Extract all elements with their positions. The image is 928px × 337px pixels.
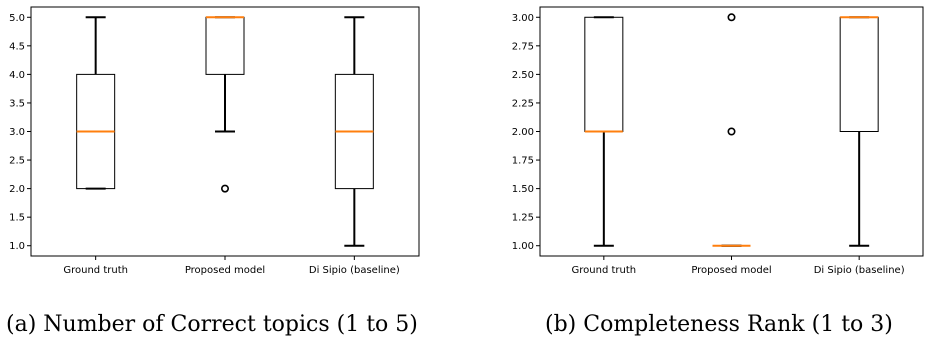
y-tick-label: 2.25 xyxy=(512,98,534,109)
y-tick-label: 1.25 xyxy=(512,213,534,224)
x-tick-label: Di Sipio (baseline) xyxy=(814,265,905,276)
x-tick-label: Ground truth xyxy=(572,265,637,276)
y-tick-label: 4.0 xyxy=(9,70,25,81)
outlier-point xyxy=(727,13,736,22)
y-tick-label: 1.75 xyxy=(512,156,534,167)
iqr-box xyxy=(584,16,624,132)
y-tick-label: 3.5 xyxy=(9,98,25,109)
y-tick-label: 5.0 xyxy=(9,13,25,24)
y-tick-label: 3.00 xyxy=(512,13,534,24)
caption-b: (b) Completeness Rank (1 to 3) xyxy=(545,312,893,337)
y-tick-label: 1.50 xyxy=(512,184,534,195)
y-tick-label: 2.00 xyxy=(512,127,534,138)
y-tick-label: 2.5 xyxy=(9,156,25,167)
caption-a: (a) Number of Correct topics (1 to 5) xyxy=(6,312,418,337)
y-tick-label: 4.5 xyxy=(9,41,25,52)
outlier-point xyxy=(727,127,736,136)
panel-a: 1.0 1.5 2.0 2.5 3.0 3.5 4.0 4.5 5.0 Ground truth P… xyxy=(9,6,420,276)
x-tick-label: Proposed model xyxy=(185,265,265,276)
panel-b: 1.00 1.25 1.50 1.75 2.00 2.25 2.50 2.75 3.00 Grou… xyxy=(512,6,924,276)
outlier-point xyxy=(221,184,230,193)
y-tick-label: 1.00 xyxy=(512,241,534,252)
x-tick-label: Di Sipio (baseline) xyxy=(309,265,400,276)
iqr-box xyxy=(205,16,245,75)
y-tick-label: 1.5 xyxy=(9,213,25,224)
y-tick-label: 2.75 xyxy=(512,41,534,52)
y-tick-label: 1.0 xyxy=(9,241,25,252)
x-tick-label: Ground truth xyxy=(63,265,128,276)
iqr-box xyxy=(839,16,879,132)
y-tick-label: 3.0 xyxy=(9,127,25,138)
x-tick-label: Proposed model xyxy=(691,265,771,276)
y-tick-label: 2.50 xyxy=(512,70,534,81)
y-tick-label: 2.0 xyxy=(9,184,25,195)
